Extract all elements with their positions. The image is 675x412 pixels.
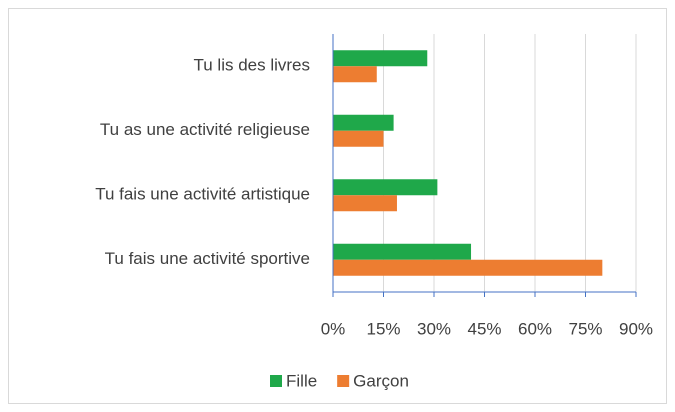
legend-swatch: [337, 375, 350, 387]
legend-label: Garçon: [353, 371, 409, 390]
y-tick-label: Tu as une activité religieuse: [100, 120, 310, 139]
bar: [333, 195, 397, 212]
bar: [333, 130, 384, 147]
bar: [333, 243, 472, 260]
legend-label: Fille: [286, 371, 317, 390]
bar: [333, 50, 428, 67]
x-tick-label: 0%: [321, 319, 346, 338]
bar: [333, 66, 377, 83]
y-tick-label: Tu fais une activité artistique: [95, 185, 310, 204]
x-tick-label: 90%: [619, 319, 653, 338]
legend-swatch: [270, 375, 282, 387]
y-tick-label: Tu fais une activité sportive: [105, 249, 310, 268]
x-tick-label: 75%: [568, 319, 602, 338]
bar: [333, 179, 438, 196]
bar: [333, 259, 603, 276]
x-tick-label: 60%: [518, 319, 552, 338]
x-tick-label: 45%: [467, 319, 501, 338]
y-tick-label: Tu lis des livres: [193, 56, 310, 75]
x-tick-label: 30%: [417, 319, 451, 338]
bar: [333, 114, 394, 131]
x-tick-label: 15%: [366, 319, 400, 338]
